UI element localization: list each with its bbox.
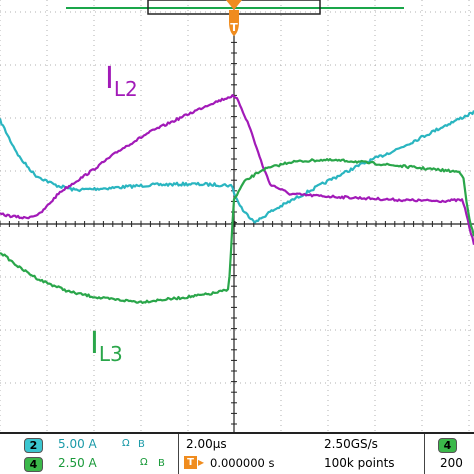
channel-4-badge[interactable]: 4 [24, 457, 43, 472]
trigger-marker-text: T [230, 21, 238, 34]
sample-rate: 2.50GS/s [324, 437, 378, 451]
channel-4-coupling-icon: Ω [140, 457, 148, 468]
timebase-setting[interactable]: 2.00µs [186, 437, 227, 451]
trace-il3-green [0, 158, 474, 304]
channel-2-scale[interactable]: 5.00 A [58, 437, 97, 451]
label-il2: IL2 [105, 61, 138, 101]
trigger-position-marker[interactable]: T [226, 0, 242, 36]
status-divider [178, 434, 179, 474]
trigger-flag-icon [229, 10, 239, 36]
graticule-grid [0, 0, 474, 432]
channel-2-badge[interactable]: 2 [24, 438, 43, 453]
channel-4-scale[interactable]: 2.50 A [58, 456, 97, 470]
trigger-level[interactable]: 200 [440, 456, 463, 470]
channel-2-bandwidth-icon: B [138, 439, 145, 450]
status-bar: 2 5.00 A Ω B 4 2.50 A Ω B 2.00µs T ▸ 0.0… [0, 432, 474, 474]
trigger-offset-icon: T [184, 456, 197, 469]
record-length: 100k points [324, 456, 395, 470]
trigger-source-channel-badge[interactable]: 4 [438, 438, 457, 453]
trigger-offset-arrow-icon: ▸ [198, 455, 205, 469]
trace-ch1-cyan [0, 110, 474, 224]
status-divider-right [424, 434, 425, 474]
trace-il2-magenta [0, 94, 474, 246]
trigger-arrow-icon [226, 0, 242, 10]
channel-4-bandwidth-icon: B [158, 458, 165, 469]
trace-il3-line [0, 158, 474, 304]
channel-2-coupling-icon: Ω [122, 438, 130, 449]
label-il3: IL3 [90, 326, 123, 366]
trace-il2-line [0, 94, 474, 246]
trigger-offset-value[interactable]: 0.000000 s [210, 456, 275, 470]
graticule-center-axes [0, 0, 474, 432]
waveform-display: T IL2 IL3 [0, 0, 474, 432]
trace-ch1-line [0, 110, 474, 224]
